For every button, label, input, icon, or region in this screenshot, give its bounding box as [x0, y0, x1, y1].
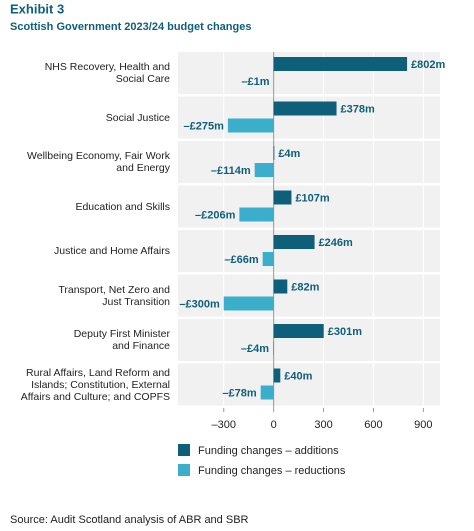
- bar: [273, 324, 324, 338]
- x-tick-label: 900: [414, 419, 432, 431]
- bar: [273, 190, 292, 205]
- chart-subtitle: Scottish Government 2023/24 budget chang…: [10, 21, 251, 33]
- bar: [273, 368, 281, 383]
- legend-label: Funding changes – reductions: [198, 465, 346, 477]
- legend-swatch: [178, 444, 190, 456]
- value-label: –£1m: [241, 76, 269, 88]
- value-label: £4m: [278, 148, 300, 160]
- bar: [273, 101, 337, 116]
- category-label: Social Justice: [105, 111, 170, 124]
- category-label: Transport, Net Zero and Just Transition: [58, 283, 170, 308]
- bar: [239, 207, 274, 222]
- bar: [272, 341, 274, 355]
- value-label: £802m: [411, 59, 445, 71]
- bar: [254, 163, 274, 177]
- value-label: £82m: [291, 281, 319, 293]
- value-label: –£114m: [211, 165, 251, 177]
- bar: [273, 146, 275, 160]
- value-label: –£300m: [179, 298, 220, 310]
- value-label: £378m: [341, 103, 375, 115]
- value-label: £107m: [295, 192, 329, 204]
- bar: [273, 279, 288, 294]
- bar: [273, 57, 408, 71]
- category-label: Deputy First Minister and Finance: [73, 328, 170, 352]
- value-label: –£4m: [241, 343, 269, 355]
- value-label: –£275m: [184, 120, 225, 132]
- row-band: [178, 185, 440, 228]
- row-band: [178, 274, 440, 317]
- x-tick-label: 300: [314, 419, 332, 431]
- category-label: NHS Recovery, Health and Social Care: [44, 61, 170, 85]
- x-tick-label: –300: [212, 419, 236, 431]
- row-band: [178, 141, 440, 183]
- x-tick-label: 0: [271, 419, 277, 431]
- value-label: £40m: [284, 370, 312, 382]
- bar: [227, 118, 274, 133]
- value-label: –£66m: [224, 254, 258, 266]
- category-label: Wellbeing Economy, Fair Work and Energy: [27, 150, 170, 174]
- row-band: [178, 363, 440, 406]
- category-label: Rural Affairs, Land Reform and Islands; …: [20, 366, 170, 403]
- legend-swatch: [178, 464, 190, 476]
- bar: [273, 235, 315, 249]
- legend-label: Funding changes – additions: [198, 445, 339, 457]
- source: Source: Audit Scotland analysis of ABR a…: [10, 514, 249, 526]
- category-label: Education and Skills: [75, 200, 170, 213]
- category-label: Justice and Home Affairs: [54, 245, 170, 257]
- bar: [260, 385, 274, 400]
- value-label: £301m: [328, 326, 362, 338]
- value-label: –£206m: [195, 209, 236, 221]
- x-tick-label: 600: [364, 419, 382, 431]
- value-label: –£78m: [222, 387, 256, 399]
- bar: [262, 252, 274, 266]
- chart-title: Exhibit 3: [10, 1, 64, 16]
- value-label: £246m: [319, 237, 353, 249]
- bar: [223, 296, 274, 311]
